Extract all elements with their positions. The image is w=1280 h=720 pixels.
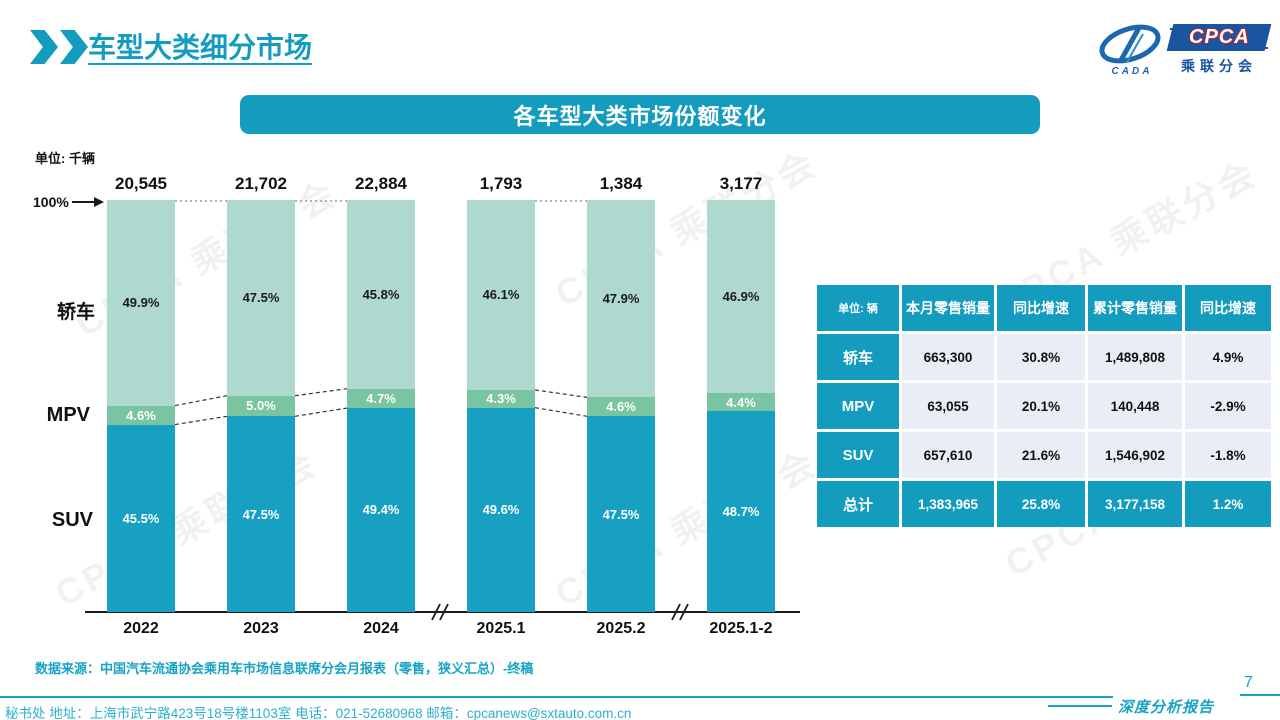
segment-value-label: 47.5% [242, 290, 280, 306]
segment-value-label: 4.3% [486, 391, 516, 407]
segment-value-label: 4.4% [726, 394, 756, 410]
bar-segment-mpv-2025.1-2: 4.4% [707, 393, 775, 412]
segment-value-label: 4.6% [606, 399, 636, 415]
footer-deco-line [1240, 694, 1280, 696]
table-row-label-total: 总计 [817, 481, 899, 527]
page-title: 车型大类细分市场 [88, 32, 313, 63]
cada-emblem-icon [1099, 24, 1161, 64]
footer-divider [0, 696, 1113, 698]
bar-total-label: 3,177 [719, 174, 763, 193]
bar-segment-mpv-2023: 5.0% [227, 395, 295, 417]
segment-value-label: 46.1% [482, 287, 520, 303]
segment-value-label: 49.4% [362, 502, 400, 518]
table-cell-total: 1,383,965 [902, 481, 994, 527]
table-header: 同比增速 [997, 285, 1085, 331]
cada-label: CADA [1111, 66, 1153, 77]
segment-value-label: 49.9% [122, 295, 160, 311]
table-header-unit: 单位: 辆 [817, 285, 899, 331]
table-cell: 4.9% [1185, 334, 1271, 380]
table-cell: 30.8% [997, 334, 1085, 380]
bar-segment-sedan-2022: 49.9% [107, 200, 175, 406]
chart-title: 各车型大类市场份额变化 [513, 103, 767, 129]
x-axis-label: 2024 [363, 620, 399, 637]
chart-title-banner: 各车型大类市场份额变化 [240, 95, 1040, 134]
table-row-label-sedan: 轿车 [817, 334, 899, 380]
segment-value-label: 47.5% [242, 506, 280, 522]
segment-value-label: 45.8% [362, 286, 400, 302]
bar-segment-mpv-2025.1: 4.3% [467, 389, 535, 408]
logo-subtitle: 乘联分会 [1181, 58, 1257, 74]
bar-segment-mpv-2024: 4.7% [347, 388, 415, 409]
table-cell: 1,546,902 [1088, 432, 1182, 478]
page-number: 7 [1244, 674, 1253, 691]
table-header: 本月零售销量 [902, 285, 994, 331]
bar-total-label: 1,793 [479, 174, 523, 193]
segment-value-label: 48.7% [722, 504, 760, 520]
segment-value-label: 49.6% [482, 502, 520, 518]
bar-segment-suv-2025.1: 49.6% [467, 407, 535, 612]
bar-segment-mpv-2025.2: 4.6% [587, 397, 655, 417]
bar-total-label: 1,384 [599, 174, 643, 193]
segment-value-label: 47.9% [602, 291, 640, 307]
series-label-sedan: 轿车 [56, 302, 95, 323]
table-header: 同比增速 [1185, 285, 1271, 331]
retail-sales-table: 单位: 辆 本月零售销量 同比增速 累计零售销量 同比增速 轿车 663,300… [817, 285, 1271, 527]
table-cell: 140,448 [1088, 383, 1182, 429]
bar-segment-sedan-2025.1-2: 46.9% [707, 200, 775, 394]
footer-contact: 秘书处 地址：上海市武宁路423号18号楼1103室 电话：021-526809… [5, 706, 632, 720]
x-axis-label: 2025.1 [476, 620, 526, 637]
bar-segment-suv-2023: 47.5% [227, 416, 295, 612]
table-cell: 1,489,808 [1088, 334, 1182, 380]
series-label-suv: SUV [51, 509, 93, 531]
table-cell: -2.9% [1185, 383, 1271, 429]
segment-value-label: 4.7% [366, 390, 396, 406]
bar-total-label: 20,545 [115, 174, 167, 193]
title-chevrons-icon [30, 30, 90, 64]
bar-segment-mpv-2022: 4.6% [107, 405, 175, 425]
bar-segment-sedan-2023: 47.5% [227, 200, 295, 396]
bar-segment-suv-2025.1-2: 48.7% [707, 411, 775, 612]
segment-value-label: 46.9% [722, 289, 760, 305]
table-cell: -1.8% [1185, 432, 1271, 478]
series-label-mpv: MPV [46, 404, 90, 426]
cpca-logo: CPCA 乘联分会 CADA [1096, 22, 1272, 80]
x-axis-label: 2022 [123, 620, 159, 637]
table-cell: 20.1% [997, 383, 1085, 429]
table-cell-total: 25.8% [997, 481, 1085, 527]
table-cell: 21.6% [997, 432, 1085, 478]
table-cell: 63,055 [902, 383, 994, 429]
bar-segment-sedan-2025.2: 47.9% [587, 200, 655, 398]
unit-label: 单位: 千辆 [35, 151, 95, 166]
bar-segment-suv-2022: 45.5% [107, 424, 175, 612]
segment-value-label: 47.5% [602, 506, 640, 522]
bar-total-label: 21,702 [235, 174, 287, 193]
segment-value-label: 4.6% [126, 407, 156, 423]
table-cell: 663,300 [902, 334, 994, 380]
bar-segment-sedan-2024: 45.8% [347, 200, 415, 389]
bar-segment-sedan-2025.1: 46.1% [467, 200, 535, 390]
axis-100-label: 100% [33, 194, 69, 210]
segment-value-label: 5.0% [246, 398, 276, 414]
table-header: 累计零售销量 [1088, 285, 1182, 331]
data-source-note: 数据来源：中国汽车流通协会乘用车市场信息联席分会月报表（零售，狭义汇总）-终稿 [35, 661, 534, 676]
bar-segment-suv-2025.2: 47.5% [587, 416, 655, 612]
table-row-label-suv: SUV [817, 432, 899, 478]
segment-value-label: 45.5% [122, 510, 160, 526]
x-axis-label: 2025.1-2 [709, 620, 773, 637]
table-cell-total: 3,177,158 [1088, 481, 1182, 527]
bar-total-label: 22,884 [355, 174, 407, 193]
bar-segment-suv-2024: 49.4% [347, 408, 415, 612]
report-type-label: 深度分析报告 [1118, 699, 1215, 716]
table-cell: 657,610 [902, 432, 994, 478]
table-cell-total: 1.2% [1185, 481, 1271, 527]
table-row-label-mpv: MPV [817, 383, 899, 429]
x-axis-label: 2025.2 [596, 620, 646, 637]
footer-deco-line [1048, 705, 1112, 707]
x-axis-label: 2023 [243, 620, 279, 637]
